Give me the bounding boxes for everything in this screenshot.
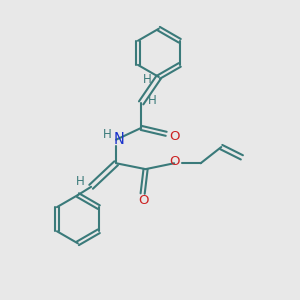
Text: H: H	[76, 175, 84, 188]
Text: O: O	[169, 155, 180, 168]
Text: H: H	[103, 128, 112, 141]
Text: N: N	[114, 132, 124, 147]
Text: H: H	[143, 73, 152, 86]
Text: O: O	[169, 130, 180, 143]
Text: O: O	[138, 194, 148, 207]
Text: H: H	[148, 94, 157, 107]
